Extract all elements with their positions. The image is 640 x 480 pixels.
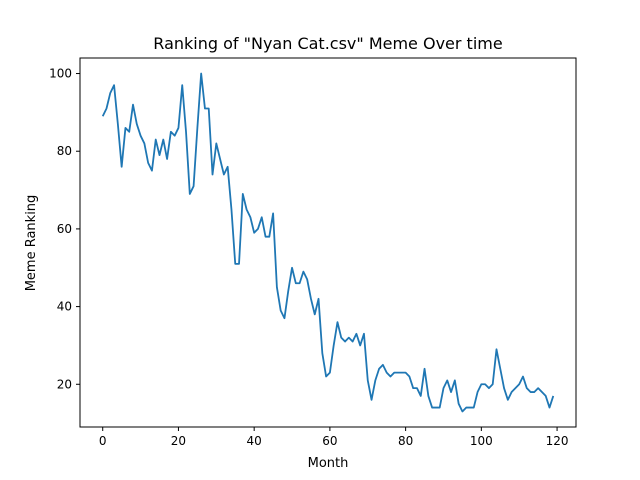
x-tick-label: 100: [470, 434, 493, 448]
plot-area: [101, 72, 555, 413]
chart-title: Ranking of "Nyan Cat.csv" Meme Over time: [153, 34, 502, 53]
x-tick-label: 80: [398, 434, 413, 448]
plot-frame: [79, 57, 577, 428]
y-tick-label: 60: [57, 222, 72, 236]
y-tick-label: 40: [57, 300, 72, 314]
x-tick-label: 120: [546, 434, 569, 448]
y-axis-label: Meme Ranking: [24, 195, 39, 292]
y-tick-label: 80: [57, 144, 72, 158]
y-tick-label: 100: [49, 67, 72, 81]
x-axis-ticks: 0 20 40 60 80 100 120: [99, 427, 569, 448]
x-tick-label: 40: [247, 434, 262, 448]
x-axis-label: Month: [308, 456, 349, 471]
series-line: [101, 72, 555, 413]
x-tick-label: 20: [171, 434, 186, 448]
x-tick-label: 0: [99, 434, 107, 448]
x-tick-label: 60: [322, 434, 337, 448]
y-tick-label: 20: [57, 377, 72, 391]
y-axis-ticks: 20 40 60 80 100: [49, 67, 80, 391]
